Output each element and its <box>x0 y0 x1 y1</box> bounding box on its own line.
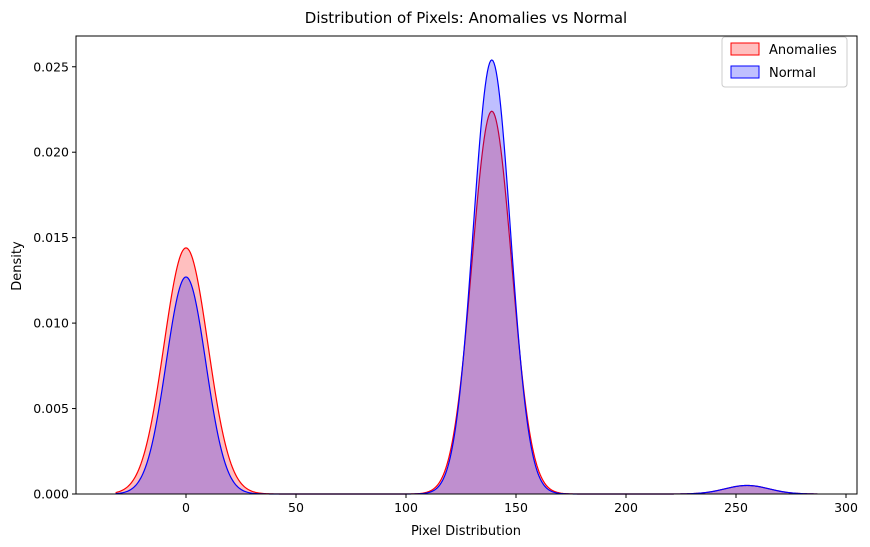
legend-swatch-anomalies <box>730 42 760 56</box>
series-area-anomalies <box>115 111 818 494</box>
y-tick-label: 0.020 <box>33 145 69 160</box>
plot-frame <box>75 35 858 495</box>
series-area-normal <box>115 59 818 495</box>
y-tick-label: 0.000 <box>33 487 69 502</box>
x-tick-label: 150 <box>504 500 528 515</box>
y-tick-label: 0.010 <box>33 316 69 331</box>
x-tick-label: 0 <box>182 500 190 515</box>
y-tick-label: 0.025 <box>33 59 69 74</box>
plot-area <box>115 59 818 495</box>
legend-label-normal: Normal <box>769 66 816 81</box>
chart-title: Distribution of Pixels: Anomalies vs Nor… <box>305 9 627 27</box>
y-tick-label: 0.015 <box>33 230 69 245</box>
x-tick-label: 300 <box>834 500 858 515</box>
x-tick-label: 50 <box>288 500 304 515</box>
x-tick-label: 250 <box>724 500 748 515</box>
x-axis: 0 50 100 150 200 250 300 <box>182 494 858 515</box>
x-tick-label: 200 <box>614 500 638 515</box>
legend: Anomalies Normal <box>721 36 848 88</box>
x-tick-label: 100 <box>394 500 418 515</box>
y-axis-label: Density <box>10 241 25 291</box>
legend-label-anomalies: Anomalies <box>769 43 837 58</box>
x-axis-label: Pixel Distribution <box>411 524 521 539</box>
series-line-normal <box>115 59 818 495</box>
y-axis: 0.000 0.005 0.010 0.015 0.020 0.025 <box>33 59 76 502</box>
legend-box <box>721 36 848 88</box>
y-tick-label: 0.005 <box>33 401 69 416</box>
legend-swatch-normal <box>730 65 760 79</box>
